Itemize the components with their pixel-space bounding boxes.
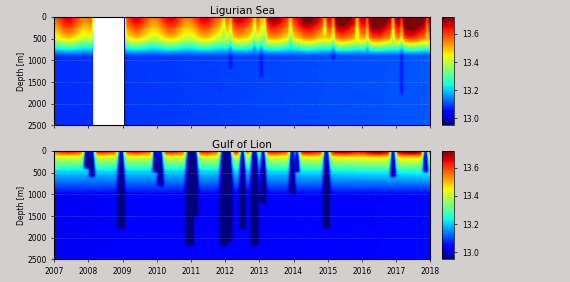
Y-axis label: Depth [m]: Depth [m]: [17, 186, 26, 225]
Bar: [93, 17, 124, 125]
Title: Ligurian Sea: Ligurian Sea: [210, 6, 275, 16]
Title: Gulf of Lion: Gulf of Lion: [212, 140, 272, 150]
Y-axis label: Depth [m]: Depth [m]: [17, 52, 26, 91]
